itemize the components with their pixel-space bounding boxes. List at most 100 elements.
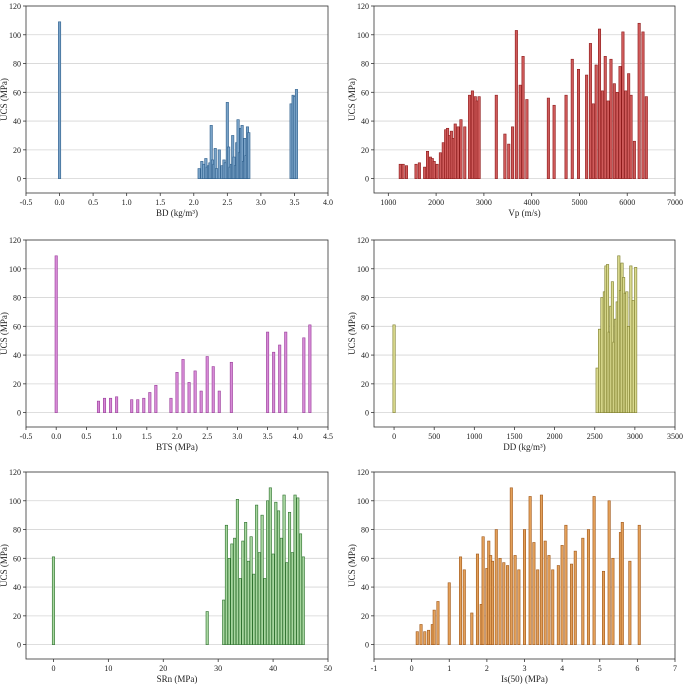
bar xyxy=(247,132,251,179)
y-tick-label: 0 xyxy=(365,175,369,184)
x-tick-label: 3000 xyxy=(476,198,492,207)
x-tick-label: 0.5 xyxy=(88,198,98,207)
x-tick-label: 2.0 xyxy=(189,198,199,207)
bar xyxy=(513,555,517,645)
x-tick-label: 3 xyxy=(523,664,527,673)
bar xyxy=(54,255,58,413)
bar xyxy=(217,149,221,179)
bar xyxy=(432,609,436,645)
y-tick-label: 100 xyxy=(357,31,369,40)
bar xyxy=(414,163,418,179)
y-tick-label: 20 xyxy=(13,146,21,155)
bar xyxy=(238,578,242,645)
plot-frame xyxy=(25,471,329,660)
bar xyxy=(241,540,245,645)
bar xyxy=(274,501,278,645)
bar xyxy=(470,612,474,645)
x-tick-label: 4.0 xyxy=(323,198,333,207)
y-tick-label: 40 xyxy=(361,117,369,126)
bar xyxy=(522,529,526,645)
bar xyxy=(518,84,522,179)
bar xyxy=(629,94,633,179)
bar xyxy=(436,601,440,645)
bar xyxy=(230,543,234,645)
bar xyxy=(543,540,547,645)
bar xyxy=(591,103,595,179)
y-tick-label: 120 xyxy=(9,2,21,11)
y-tick-label: 40 xyxy=(361,583,369,592)
bar xyxy=(229,361,233,413)
x-tick-label: 7000 xyxy=(667,198,683,207)
bar xyxy=(288,511,292,645)
bar xyxy=(308,324,312,413)
bar xyxy=(552,104,556,179)
x-tick-label: 3.5 xyxy=(289,198,299,207)
bar xyxy=(477,96,481,179)
bar xyxy=(427,629,431,645)
bar xyxy=(564,94,568,179)
plot-frame xyxy=(373,5,676,194)
y-axis-label: UCS (MPa) xyxy=(347,312,357,355)
bar xyxy=(459,556,463,645)
bar xyxy=(532,542,536,645)
y-tick-label: 100 xyxy=(357,265,369,274)
bar xyxy=(197,168,201,179)
y-tick-label: 120 xyxy=(357,468,369,477)
bar xyxy=(109,397,113,413)
y-tick-label: 40 xyxy=(361,351,369,360)
bar xyxy=(606,100,610,179)
bar xyxy=(564,524,568,645)
bar xyxy=(551,569,555,645)
x-tick-label: 7 xyxy=(673,664,677,673)
bar xyxy=(260,514,264,645)
x-tick-label: 0 xyxy=(392,432,396,441)
bar xyxy=(199,390,203,413)
y-tick-label: 0 xyxy=(17,641,21,650)
bar xyxy=(536,569,540,645)
bar xyxy=(585,74,589,179)
y-tick-label: 40 xyxy=(13,583,21,592)
chart-panel-vp: 0 20 40 60 80 100 120 1000 2000 3000 4000 5000 6000 7… xyxy=(347,2,683,218)
bar xyxy=(266,331,270,413)
bar xyxy=(632,140,636,179)
bar xyxy=(415,631,419,645)
y-tick-label: 0 xyxy=(365,641,369,650)
x-tick-label: 4.0 xyxy=(293,432,303,441)
bar xyxy=(130,399,134,413)
bar xyxy=(620,522,624,645)
x-tick-label: 40 xyxy=(269,664,277,673)
bar xyxy=(637,22,641,179)
bar xyxy=(634,267,638,413)
x-tick-label: 1 xyxy=(447,664,451,673)
bar xyxy=(136,399,140,413)
y-tick-label: 40 xyxy=(13,117,21,126)
y-tick-label: 80 xyxy=(361,526,369,535)
x-tick-label: 2500 xyxy=(587,432,603,441)
x-tick-label: -1 xyxy=(371,664,378,673)
bar xyxy=(271,553,275,645)
bar xyxy=(294,89,298,179)
bar xyxy=(560,545,564,645)
y-tick-label: 120 xyxy=(9,468,21,477)
x-tick-label: 1.0 xyxy=(112,432,122,441)
y-tick-label: 60 xyxy=(361,554,369,563)
bar xyxy=(193,370,197,413)
y-axis-label: UCS (MPa) xyxy=(347,544,357,587)
bar xyxy=(187,382,191,413)
bar xyxy=(175,372,179,413)
bar xyxy=(432,161,436,179)
x-axis-label: BTS (MPa) xyxy=(156,442,198,452)
y-tick-label: 40 xyxy=(13,351,21,360)
bar xyxy=(607,500,611,645)
x-axis-label: Is(50) (MPa) xyxy=(501,674,548,684)
bar xyxy=(626,326,630,413)
bar xyxy=(296,497,300,645)
bar xyxy=(279,537,283,645)
x-axis-label: SRn (MPa) xyxy=(157,674,198,684)
chart-panel-is50: 0 20 40 60 80 100 120 -1 0 1 2 3 4 5 6 7 Is(50) (MPa) UCS… xyxy=(347,468,677,684)
bar xyxy=(511,126,515,179)
bar xyxy=(419,624,423,645)
x-tick-label: 30 xyxy=(214,664,222,673)
bar xyxy=(573,550,577,645)
bar xyxy=(528,496,532,645)
